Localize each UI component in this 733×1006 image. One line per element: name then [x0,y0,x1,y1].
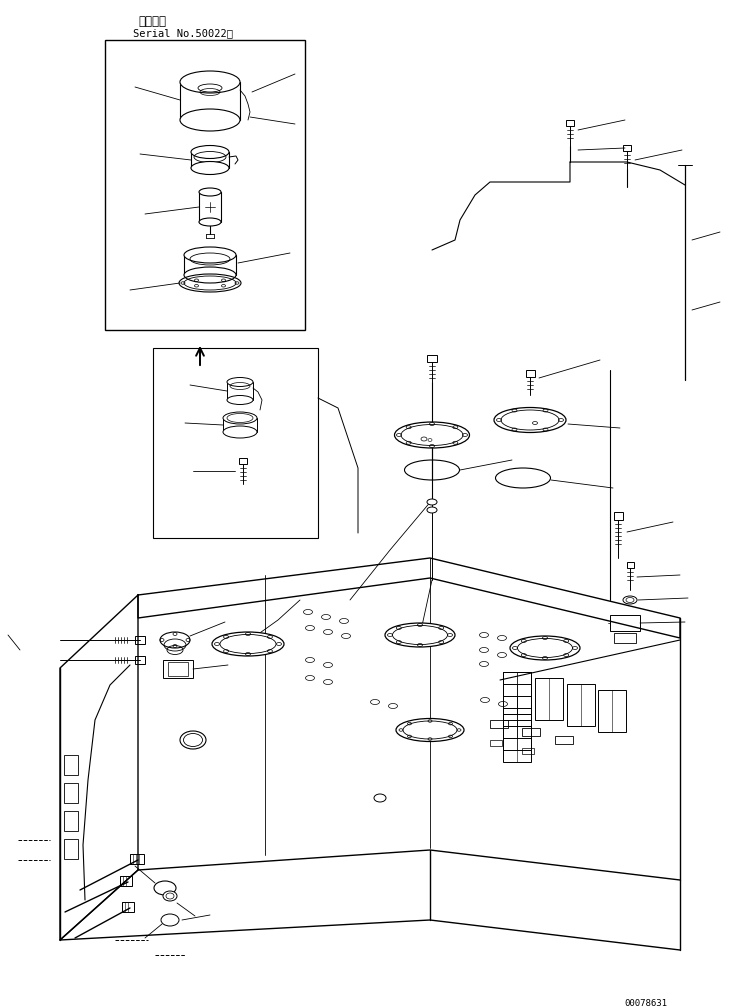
Bar [490,740,502,746]
Text: Serial No.50022～: Serial No.50022～ [133,28,233,38]
Bar [555,736,573,744]
Ellipse shape [385,623,455,647]
Text: 適用号機: 適用号機 [138,15,166,28]
Ellipse shape [396,718,464,741]
Bar [120,876,132,886]
Bar [163,660,193,678]
Bar [566,120,574,126]
Ellipse shape [180,71,240,93]
Ellipse shape [394,422,470,448]
Bar [122,902,134,912]
Bar [64,754,78,775]
Bar [610,615,640,631]
Bar [130,854,144,864]
Ellipse shape [161,914,179,926]
Bar [623,145,631,151]
Bar [135,656,145,664]
Ellipse shape [191,162,229,174]
Ellipse shape [180,731,206,749]
Bar [153,348,318,538]
Ellipse shape [180,109,240,131]
Ellipse shape [227,377,253,386]
Bar [503,672,531,714]
Bar [627,562,634,568]
Bar [522,728,540,736]
Bar [64,811,78,831]
Ellipse shape [199,218,221,226]
Bar [64,783,78,803]
Bar [427,355,437,362]
Bar [614,633,636,643]
Bar [503,684,531,726]
Ellipse shape [154,881,176,895]
Ellipse shape [160,632,190,648]
Ellipse shape [212,632,284,656]
Ellipse shape [227,395,253,404]
Ellipse shape [494,407,566,433]
Bar [503,720,531,762]
Ellipse shape [199,188,221,196]
Ellipse shape [191,146,229,159]
Ellipse shape [427,507,437,513]
Bar [522,748,534,754]
Bar [105,40,305,330]
Ellipse shape [184,267,236,283]
Ellipse shape [427,499,437,505]
Ellipse shape [184,247,236,263]
Bar [168,662,188,676]
Bar [598,690,626,732]
Bar [503,708,531,750]
Bar [64,839,78,859]
Ellipse shape [510,636,580,660]
Bar [503,696,531,738]
Ellipse shape [223,426,257,438]
Bar [567,684,595,726]
Bar [535,678,563,720]
Ellipse shape [163,891,177,901]
Bar [490,720,508,728]
Bar [239,458,247,464]
Bar [135,636,145,644]
Ellipse shape [223,412,257,424]
Text: 00078631: 00078631 [624,999,667,1006]
Bar [503,672,531,714]
Bar [526,370,535,377]
Bar [614,512,623,520]
